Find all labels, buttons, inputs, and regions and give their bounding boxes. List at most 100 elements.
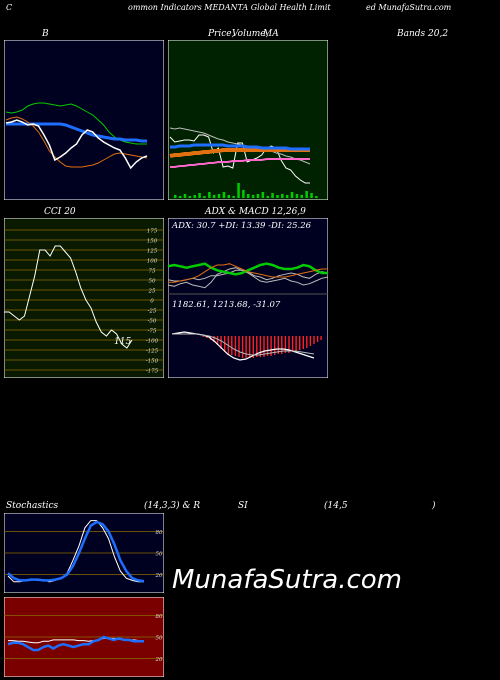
cci-tick-label: -175 — [146, 369, 159, 375]
macd-readout: 1182.61, 1213.68, -31.07 — [172, 300, 281, 310]
cci-label: CCI 20 — [44, 207, 76, 217]
macd-histogram-bar — [245, 336, 247, 358]
macd-histogram-bar — [202, 336, 204, 337]
oscillator-tick-label: 20 — [155, 573, 163, 579]
macd-histogram-bar — [274, 336, 276, 355]
price-frame — [168, 40, 328, 200]
cci-value-label: 115 — [114, 337, 131, 347]
bollinger-label: B — [42, 29, 49, 39]
volume-bar — [174, 195, 177, 198]
adx-macd-chart: ADX: 30.7 +DI: 13.39 -DI: 25.26 1182.61,… — [168, 218, 328, 378]
volume-bar — [242, 190, 245, 198]
bb-upper-band — [5, 102, 147, 145]
volume-bar — [266, 196, 269, 198]
price-chart — [168, 40, 328, 200]
volume-bar — [276, 195, 279, 198]
volume-bar — [285, 195, 289, 198]
stochastic-d-line — [7, 520, 145, 583]
header-left: C — [6, 3, 13, 12]
cci-tick-label: -150 — [146, 359, 159, 365]
rsi-lines — [7, 635, 144, 652]
macd-histogram-bar — [259, 336, 262, 357]
stochastics-params: (14,3,3) & R — [144, 501, 201, 511]
volume-bar — [310, 193, 313, 198]
cci-line — [4, 245, 133, 349]
adx-lines — [168, 262, 328, 289]
volume-bar — [261, 192, 265, 198]
macd-histogram-bar — [320, 336, 322, 340]
macd-histogram-bar — [281, 336, 283, 354]
cci-tick-label: 150 — [147, 239, 158, 245]
adx-macd-label: ADX & MACD 12,26,9 — [205, 207, 306, 217]
macd-histogram-bar — [306, 336, 308, 348]
ma-label: MA — [263, 29, 279, 39]
cci-frame — [4, 218, 164, 378]
macd-histogram-bar — [302, 336, 304, 349]
price-ma-lines — [169, 127, 311, 184]
ma-long — [169, 148, 310, 158]
rsi-chart: 80 50 20 — [4, 597, 164, 677]
watermark: MunafaSutra.com — [172, 565, 403, 595]
volume-bar — [188, 196, 192, 198]
volume-bar — [227, 195, 230, 198]
cci-tick-label: 75 — [149, 269, 156, 275]
stochastics-lines — [7, 520, 145, 583]
cci-tick-label: 175 — [147, 229, 158, 235]
minus-di-line — [168, 262, 328, 276]
adx-signal-line — [168, 263, 328, 283]
rsi-label: SI — [238, 501, 248, 511]
volume-bar — [315, 196, 318, 198]
volume-bar — [222, 192, 226, 198]
volume-bar — [183, 194, 187, 198]
oscillator-tick-label: 50 — [156, 552, 163, 558]
rsi-params: (14,5 — [324, 501, 348, 511]
volume-bar — [232, 196, 235, 198]
rsi-line — [7, 635, 144, 652]
cci-tick-label: 125 — [147, 249, 158, 255]
macd-histogram-bar — [252, 336, 254, 358]
macd-histogram-bar — [213, 336, 215, 342]
macd-histogram-bar — [295, 336, 297, 351]
macd-histogram-bar — [216, 336, 219, 345]
volume-bar — [271, 193, 274, 198]
macd-histogram-bar — [284, 336, 287, 353]
volume-bar — [251, 195, 255, 198]
cci-tick-label: -50 — [148, 319, 157, 325]
cci-tick-label: 100 — [147, 259, 158, 265]
macd-signal-line — [172, 333, 315, 356]
rsi-gridlines: 80 50 20 — [4, 614, 164, 663]
volume-bar — [290, 192, 294, 198]
macd-histogram-bar — [238, 336, 240, 357]
macd-histogram-bar — [206, 336, 208, 338]
macd-lines — [171, 331, 315, 361]
volume-bar — [295, 194, 299, 198]
macd-histogram-bar — [263, 336, 265, 357]
volume-bar — [217, 194, 221, 198]
cci-tick-label: 50 — [149, 279, 156, 285]
bands-label: Bands 20,2 — [397, 29, 449, 39]
volume-bar — [300, 195, 303, 198]
adx-macd-frame — [168, 218, 328, 378]
macd-histogram-bar — [316, 336, 319, 342]
cci-tick-label: -125 — [146, 349, 159, 355]
volume-bar — [178, 196, 182, 198]
macd-histogram-bar — [270, 336, 272, 356]
volume-bars — [174, 183, 318, 198]
volume-bar — [305, 191, 308, 198]
macd-histogram-bar — [220, 336, 222, 349]
oscillator-tick-label: 80 — [156, 530, 163, 536]
macd-histogram-bar — [288, 336, 290, 353]
macd-histogram-bar — [266, 336, 269, 356]
macd-histogram-bar — [309, 336, 312, 346]
macd-histogram-bar — [231, 336, 233, 355]
header-site: ed MunafaSutra.com — [366, 3, 452, 12]
cci-tick-label: 0 — [150, 299, 154, 305]
macd-histogram-bar — [241, 336, 244, 358]
cci-tick-label: 25 — [148, 289, 156, 295]
macd-histogram-bar — [234, 336, 237, 356]
oscillator-tick-label: 80 — [156, 614, 163, 620]
cci-gridlines: 175 150 125 100 75 50 25 0 -25 -50 -75 -100 -125 -150… — [4, 229, 164, 375]
stochastics-chart: 80 50 20 — [4, 513, 164, 593]
price-line — [169, 134, 310, 184]
volume-label: Volume, — [232, 29, 269, 39]
